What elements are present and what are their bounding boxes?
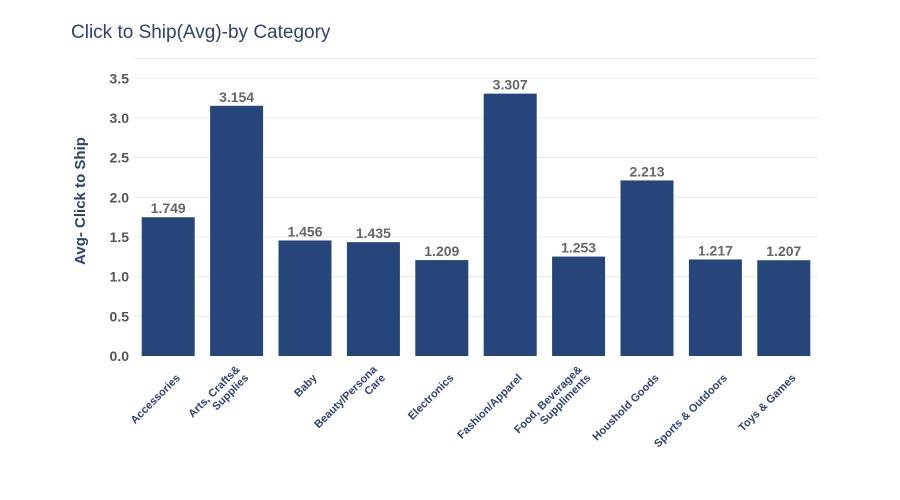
bar[interactable] xyxy=(688,259,742,356)
x-tick-label: Accessories xyxy=(128,372,182,426)
y-tick-label: 1.0 xyxy=(110,269,130,285)
y-tick-label: 3.0 xyxy=(110,110,130,126)
x-tick-label: Houshold Goods xyxy=(590,372,661,443)
chart-title: Click to Ship(Avg)-by Category xyxy=(71,22,331,43)
x-tick-label: Toys & Games xyxy=(736,372,798,434)
data-label: 1.456 xyxy=(287,223,322,239)
data-label: 1.217 xyxy=(698,242,733,258)
y-tick-label: 2.0 xyxy=(110,189,130,205)
x-tick-label-line: Toys & Games xyxy=(736,372,798,434)
x-tick-label-line: Houshold Goods xyxy=(590,372,661,443)
x-tick-label: Arts, Crafts&Supplies xyxy=(186,364,251,429)
x-tick-label: Beauty/PersonaCare xyxy=(312,363,388,439)
x-tick-label: Electronics xyxy=(406,372,456,422)
data-label: 1.207 xyxy=(766,243,801,259)
y-axis-ticks: 0.0 0.5 1.0 1.5 2.0 2.5 3.0 3.5 xyxy=(110,70,130,364)
x-tick-label: Fashion/Apparel xyxy=(455,372,524,441)
x-tick-label: Sports & Outdoors xyxy=(652,372,730,450)
data-label: 1.253 xyxy=(561,240,596,256)
data-label: 3.154 xyxy=(219,89,254,105)
x-axis-ticks: Accessories Arts, Crafts&Supplies BabyBeau… xyxy=(128,363,798,450)
y-axis-label: Avg- Click to Ship xyxy=(72,137,89,265)
bar[interactable] xyxy=(552,256,606,356)
bar[interactable] xyxy=(278,240,332,356)
x-tick-label: Food, Beverage&Suppliments xyxy=(512,364,593,445)
bar[interactable] xyxy=(757,260,811,356)
grid-lines xyxy=(134,58,818,317)
x-tick-label-line: Electronics xyxy=(406,372,456,422)
y-tick-label: 3.5 xyxy=(110,70,130,86)
y-tick-label: 1.5 xyxy=(110,229,130,245)
x-tick-label-line: Accessories xyxy=(128,372,182,426)
x-tick-label: Baby xyxy=(292,372,320,400)
bar[interactable] xyxy=(483,93,537,357)
data-labels: 1.749 3.154 1.456 1.435 1.209 3.307 1.253 2.213… xyxy=(151,77,802,260)
data-label: 3.307 xyxy=(493,77,528,93)
y-tick-label: 0.0 xyxy=(110,348,130,364)
bar[interactable] xyxy=(415,260,469,356)
data-label: 1.209 xyxy=(424,243,459,259)
y-tick-label: 0.5 xyxy=(110,308,130,324)
bar[interactable] xyxy=(141,217,195,356)
bars xyxy=(141,93,811,357)
bar[interactable] xyxy=(346,242,400,356)
data-label: 1.749 xyxy=(151,200,186,216)
x-tick-label-line: Sports & Outdoors xyxy=(652,372,730,450)
bar[interactable] xyxy=(210,105,264,356)
data-label: 1.435 xyxy=(356,225,391,241)
x-tick-label-line: Baby xyxy=(292,372,320,400)
bar[interactable] xyxy=(620,180,674,356)
data-label: 2.213 xyxy=(629,163,664,179)
y-tick-label: 2.5 xyxy=(110,150,130,166)
x-tick-label-line: Fashion/Apparel xyxy=(455,372,524,441)
